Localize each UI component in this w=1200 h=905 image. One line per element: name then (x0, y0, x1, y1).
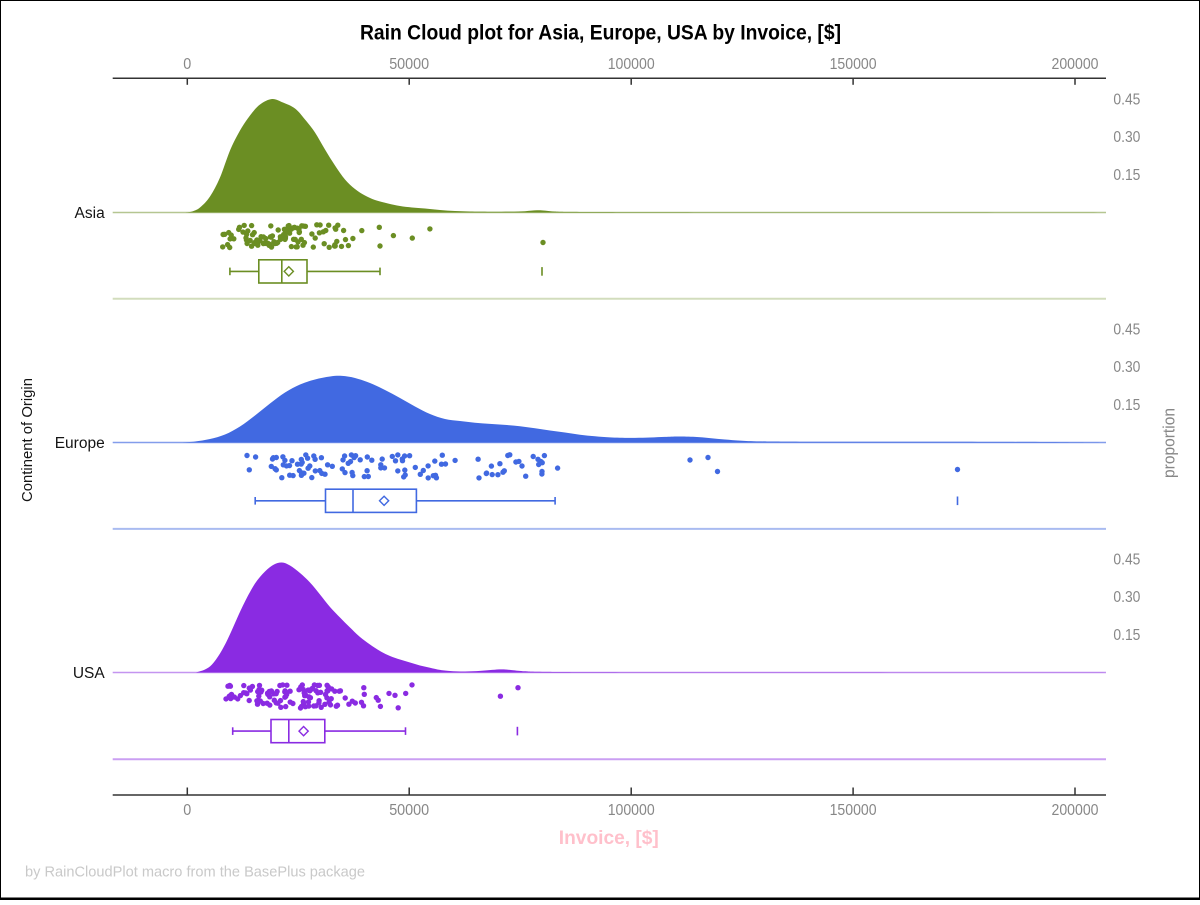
svg-text:0: 0 (183, 802, 191, 819)
svg-text:Europe: Europe (55, 435, 105, 452)
svg-text:0.30: 0.30 (1113, 129, 1140, 146)
svg-text:Asia: Asia (75, 205, 106, 222)
svg-text:100000: 100000 (608, 802, 655, 819)
svg-text:0.15: 0.15 (1113, 627, 1140, 644)
svg-text:0.30: 0.30 (1113, 589, 1140, 606)
svg-text:200000: 200000 (1052, 802, 1099, 819)
svg-text:by RainCloudPlot macro from th: by RainCloudPlot macro from the BasePlus… (25, 865, 365, 881)
svg-text:0.15: 0.15 (1113, 397, 1140, 414)
svg-text:50000: 50000 (389, 802, 429, 819)
svg-text:0.15: 0.15 (1113, 167, 1140, 184)
svg-text:0.45: 0.45 (1113, 91, 1140, 108)
svg-text:50000: 50000 (389, 56, 429, 73)
svg-text:Rain Cloud plot for Asia, Euro: Rain Cloud plot for Asia, Europe, USA by… (360, 21, 841, 44)
svg-text:Continent of Origin: Continent of Origin (19, 378, 36, 502)
svg-text:USA: USA (73, 665, 106, 682)
svg-text:0.45: 0.45 (1113, 551, 1140, 568)
svg-text:0: 0 (183, 56, 191, 73)
svg-text:150000: 150000 (830, 802, 877, 819)
svg-text:100000: 100000 (608, 56, 655, 73)
svg-text:proportion: proportion (1161, 408, 1179, 478)
svg-text:150000: 150000 (830, 56, 877, 73)
svg-text:Invoice, [$]: Invoice, [$] (559, 828, 659, 849)
svg-text:200000: 200000 (1052, 56, 1099, 73)
svg-text:0.30: 0.30 (1113, 359, 1140, 376)
svg-text:0.45: 0.45 (1113, 321, 1140, 338)
